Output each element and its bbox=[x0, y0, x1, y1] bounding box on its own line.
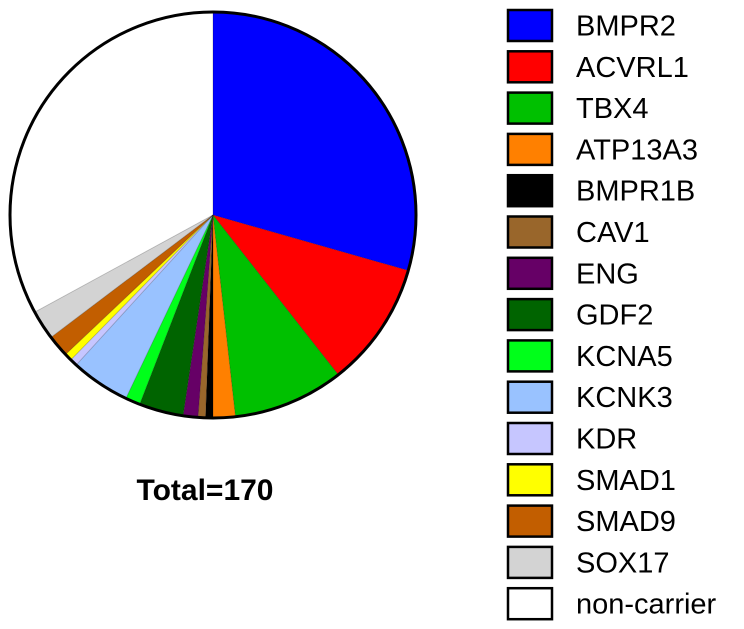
legend-item-sox17: SOX17 bbox=[506, 545, 670, 580]
legend-label-kdr: KDR bbox=[576, 424, 637, 456]
legend-item-cav1: CAV1 bbox=[506, 215, 650, 249]
legend-label-bmpr1b: BMPR1B bbox=[576, 176, 695, 208]
legend-swatch-kdr bbox=[506, 421, 554, 456]
legend-item-kcna5: KCNA5 bbox=[506, 339, 673, 373]
legend-swatch-smad1 bbox=[506, 463, 554, 497]
legend-item-eng: ENG bbox=[506, 256, 639, 291]
legend-label-smad9: SMAD9 bbox=[576, 506, 676, 538]
legend-label-tbx4: TBX4 bbox=[576, 93, 649, 125]
total-annotation: Total=170 bbox=[136, 474, 273, 507]
pie-slice-bmpr1b bbox=[205, 215, 213, 418]
legend-swatch-gdf2 bbox=[506, 297, 554, 332]
pie-slice-bmpr2 bbox=[213, 12, 416, 271]
pie-slice-acvrl1 bbox=[213, 215, 409, 375]
legend-label-gdf2: GDF2 bbox=[576, 300, 653, 332]
legend-item-acvrl1: ACVRL1 bbox=[506, 50, 689, 84]
legend-item-kdr: KDR bbox=[506, 421, 637, 456]
legend-item-bmpr2: BMPR2 bbox=[506, 8, 676, 43]
legend-item-gdf2: GDF2 bbox=[506, 297, 653, 332]
legend-swatch-atp13a3 bbox=[506, 132, 554, 167]
legend-label-smad1: SMAD1 bbox=[576, 465, 676, 497]
slice-separator bbox=[65, 214, 214, 355]
legend-swatch-kcna5 bbox=[506, 339, 554, 373]
slice-separator bbox=[139, 214, 214, 405]
legend-item-non-carrier: non-carrier bbox=[506, 586, 717, 621]
legend-swatch-eng bbox=[506, 256, 554, 291]
pie-slice-cav1 bbox=[198, 215, 213, 418]
pie-slice-atp13a3 bbox=[213, 215, 236, 418]
pie-slice-non-carrier bbox=[9, 12, 214, 313]
slice-separator bbox=[212, 214, 409, 271]
pie-slice-kcnk3 bbox=[76, 215, 214, 399]
slice-separator bbox=[125, 214, 214, 399]
legend-item-kcnk3: KCNK3 bbox=[506, 380, 673, 414]
legend-swatch-sox17 bbox=[506, 545, 554, 580]
legend-item-smad1: SMAD1 bbox=[506, 463, 676, 497]
slice-separator bbox=[205, 214, 214, 418]
legend-swatch-bmpr1b bbox=[506, 173, 554, 208]
legend: BMPR2 ACVRL1 TBX4 ATP13A3 BMPR1B CAV1 ENG GDF2 K… bbox=[506, 8, 717, 621]
legend-item-atp13a3: ATP13A3 bbox=[506, 132, 698, 167]
legend-swatch-tbx4 bbox=[506, 91, 554, 125]
legend-label-non-carrier: non-carrier bbox=[576, 589, 717, 621]
slice-separator bbox=[50, 214, 214, 338]
pie-slice-gdf2 bbox=[139, 215, 213, 416]
pie-slice-smad9 bbox=[51, 215, 213, 355]
slice-separator bbox=[182, 214, 214, 416]
legend-item-bmpr1b: BMPR1B bbox=[506, 173, 695, 208]
legend-label-atp13a3: ATP13A3 bbox=[576, 134, 698, 166]
pie-slice-tbx4 bbox=[213, 215, 339, 417]
slice-separator bbox=[75, 214, 214, 366]
pie-slice-eng bbox=[183, 215, 213, 418]
slice-separator bbox=[197, 214, 214, 418]
legend-label-kcnk3: KCNK3 bbox=[576, 382, 673, 414]
pie-slices bbox=[8, 10, 418, 420]
legend-item-tbx4: TBX4 bbox=[506, 91, 649, 125]
legend-swatch-acvrl1 bbox=[506, 50, 554, 84]
legend-label-sox17: SOX17 bbox=[576, 547, 670, 579]
legend-swatch-kcnk3 bbox=[506, 380, 554, 414]
legend-swatch-cav1 bbox=[506, 215, 554, 249]
legend-swatch-smad9 bbox=[506, 504, 554, 538]
slice-separator bbox=[212, 214, 339, 375]
legend-label-eng: ENG bbox=[576, 258, 639, 290]
legend-swatch-non-carrier bbox=[506, 586, 554, 621]
legend-item-smad9: SMAD9 bbox=[506, 504, 676, 538]
pie-outline bbox=[8, 10, 418, 420]
legend-swatch-bmpr2 bbox=[506, 8, 554, 43]
slice-separator bbox=[212, 214, 236, 417]
legend-label-cav1: CAV1 bbox=[576, 217, 650, 249]
slice-separator bbox=[70, 214, 214, 361]
pie-slice-kdr bbox=[70, 215, 213, 366]
pie-slice-smad1 bbox=[65, 215, 213, 360]
slice-separator bbox=[34, 214, 214, 313]
legend-label-acvrl1: ACVRL1 bbox=[576, 52, 689, 84]
legend-label-bmpr2: BMPR2 bbox=[576, 11, 676, 43]
pie-slice-kcna5 bbox=[125, 215, 213, 405]
legend-label-kcna5: KCNA5 bbox=[576, 341, 673, 373]
pie-slice-sox17 bbox=[34, 215, 213, 338]
